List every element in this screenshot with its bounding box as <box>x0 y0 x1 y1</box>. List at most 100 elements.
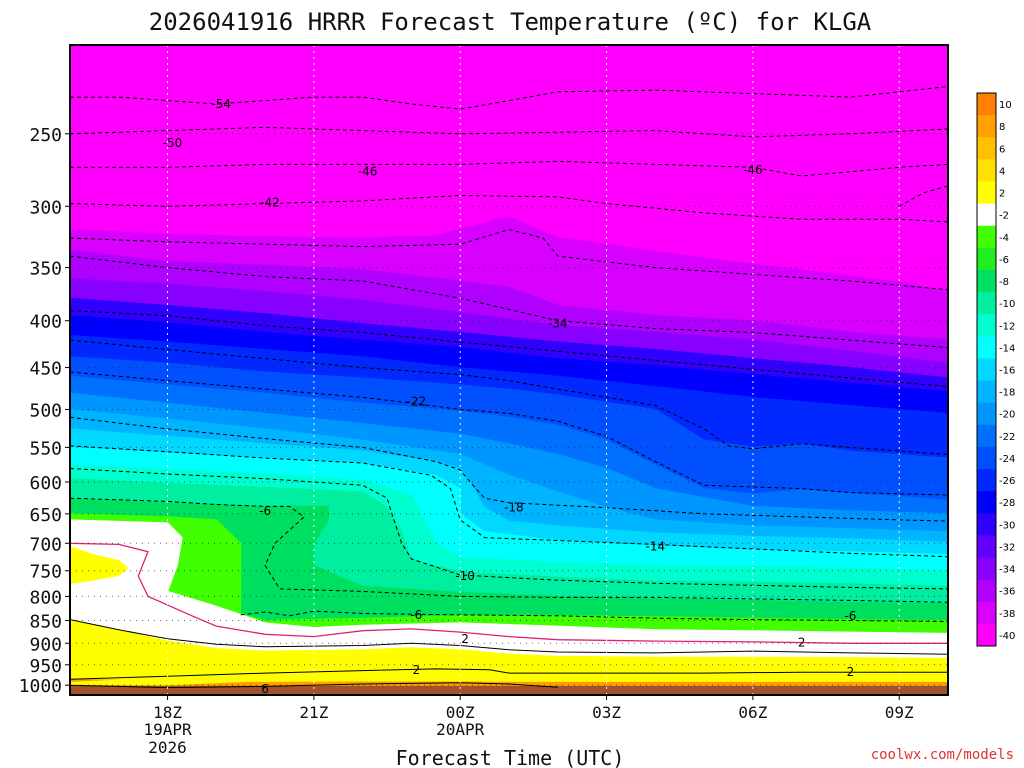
contour-label: -42 <box>260 195 280 209</box>
contour-label: -54 <box>211 97 231 111</box>
contour-label: -10 <box>455 569 475 583</box>
freezing-line <box>70 542 948 644</box>
colorbar-label: -28 <box>999 498 1015 509</box>
colorbar: 10 8 6 4 2 -2 -4 -6 -8 -10 -12 -14 -16 -18 -20 -22 -24 -2… <box>976 92 1015 647</box>
contour-label: -46 <box>358 165 378 179</box>
contour-label: 2 <box>798 635 806 649</box>
isotherm-line <box>70 339 948 455</box>
contour-labels: -54 -50 -46 -46 -42 -34 -22 -6 -18 -14 -10 -6 -6 2 2 2 2… <box>163 97 857 696</box>
temperature-band <box>70 669 509 686</box>
colorbar-swatch <box>977 469 996 492</box>
colorbar-swatch <box>977 203 996 227</box>
colorbar-label: -8 <box>999 277 1009 288</box>
colorbar-swatch <box>977 513 996 536</box>
contour-label: 2 <box>461 632 469 646</box>
isotherm-line <box>898 185 948 207</box>
isotherm-line <box>70 468 948 590</box>
colorbar-label: -10 <box>999 299 1015 310</box>
colorbar-label: -12 <box>999 321 1015 332</box>
colorbar-label: -40 <box>999 631 1015 642</box>
watermark: coolwx.com/models <box>871 747 1014 763</box>
contour-label: -6 <box>844 609 856 623</box>
colorbar-swatch <box>977 336 996 359</box>
colorbar-label: -24 <box>999 454 1015 465</box>
isotherm-line <box>70 228 948 291</box>
colorbar-label: -30 <box>999 520 1015 531</box>
colorbar-label: -32 <box>999 542 1015 553</box>
x-tick-label: 21Z <box>299 703 328 722</box>
colorbar-label: -2 <box>999 211 1009 222</box>
colorbar-label: -26 <box>999 476 1015 487</box>
colorbar-label: -16 <box>999 366 1015 377</box>
isotherm-line <box>70 255 948 349</box>
x-axis-label: Forecast Time (UTC) <box>396 746 625 768</box>
x-tick-label: 09Z <box>885 703 914 722</box>
contour-label: 2 <box>847 665 855 679</box>
colorbar-swatch <box>977 380 996 404</box>
y-tick-label: 350 <box>29 259 62 280</box>
y-tick-label: 1000 <box>19 676 62 697</box>
contour-label: -34 <box>548 317 568 331</box>
colorbar-label: 10 <box>999 100 1012 111</box>
contour-label: 6 <box>261 682 269 696</box>
y-tick-label: 500 <box>29 400 62 421</box>
x-tick-label: 03Z <box>592 703 621 722</box>
y-tick-label: 800 <box>29 587 62 608</box>
colorbar-label: 8 <box>999 122 1005 133</box>
colorbar-swatch <box>977 601 996 625</box>
contour-label: -14 <box>646 540 666 554</box>
x-tick-sublabel: 2026 <box>148 738 187 757</box>
colorbar-swatch <box>977 557 996 581</box>
colorbar-label: 4 <box>999 166 1005 177</box>
y-tick-label: 750 <box>29 562 62 583</box>
y-tick-label: 850 <box>29 612 62 633</box>
contour-label: -50 <box>163 136 183 150</box>
isotherm-line <box>70 416 948 522</box>
colorbar-swatch <box>977 491 996 514</box>
contour-label: -22 <box>407 394 427 408</box>
isotherm-line <box>70 445 948 558</box>
colorbar-swatch <box>977 446 996 470</box>
colorbar-label: 2 <box>999 189 1005 200</box>
grid-lines <box>70 45 948 695</box>
colorbar-swatch <box>977 424 996 448</box>
colorbar-swatch <box>977 115 996 138</box>
isotherm-line <box>70 668 948 680</box>
pressure-axis: 2503003504004505005506006507007508008509… <box>19 125 70 697</box>
colorbar-swatch <box>977 137 996 160</box>
y-tick-label: 600 <box>29 473 62 494</box>
colorbar-label: -20 <box>999 410 1015 421</box>
colorbar-label: -6 <box>999 255 1009 266</box>
temperature-band <box>70 685 948 695</box>
y-tick-label: 550 <box>29 438 62 459</box>
colorbar-swatch <box>977 225 996 249</box>
x-tick-label: 18Z <box>153 703 182 722</box>
colorbar-swatch <box>977 159 996 182</box>
colorbar-label: -18 <box>999 388 1015 399</box>
colorbar-label: -14 <box>999 343 1015 354</box>
isotherm-line <box>70 371 948 496</box>
y-tick-label: 300 <box>29 197 62 218</box>
y-tick-label: 900 <box>29 634 62 655</box>
isotherm-line <box>70 497 948 603</box>
temperature-fill <box>70 45 948 695</box>
y-tick-label: 700 <box>29 534 62 555</box>
colorbar-swatch <box>977 579 996 603</box>
colorbar-swatch <box>977 535 996 559</box>
colorbar-swatch <box>977 623 996 647</box>
colorbar-swatch <box>977 269 996 293</box>
y-tick-label: 950 <box>29 656 62 677</box>
colorbar-swatch <box>977 358 996 382</box>
contour-label: -6 <box>259 504 271 518</box>
isotherm-contours <box>70 86 948 689</box>
colorbar-swatch <box>977 292 996 315</box>
colorbar-swatch <box>977 93 996 116</box>
isotherm-line <box>240 610 948 622</box>
colorbar-swatch <box>977 247 996 271</box>
contour-label: -18 <box>504 501 524 515</box>
x-tick-label: 06Z <box>738 703 767 722</box>
contour-label: -6 <box>410 608 422 622</box>
isotherm-line <box>70 619 948 655</box>
